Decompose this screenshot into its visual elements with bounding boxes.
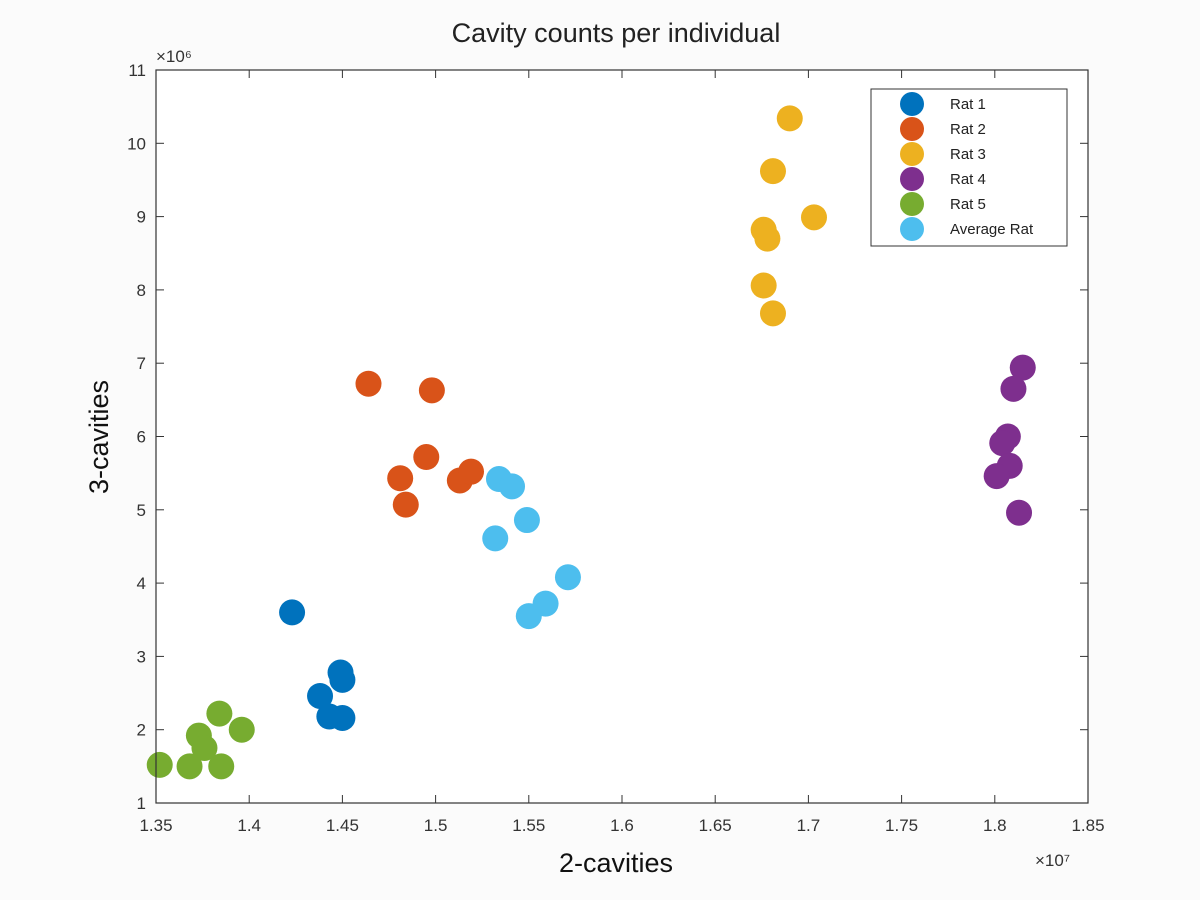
y-tick-label: 4 xyxy=(137,574,146,593)
x-tick-label: 1.4 xyxy=(237,816,261,835)
legend-item: Rat 3 xyxy=(900,142,986,166)
data-point xyxy=(307,682,334,709)
legend-label: Rat 2 xyxy=(950,121,986,138)
data-point xyxy=(499,473,526,500)
data-point xyxy=(800,204,827,231)
x-tick-label: 1.8 xyxy=(983,816,1007,835)
data-point xyxy=(146,751,173,778)
legend-marker xyxy=(900,167,924,191)
data-point xyxy=(759,158,786,185)
legend-label: Rat 4 xyxy=(950,171,986,188)
legend-label: Rat 3 xyxy=(950,146,986,163)
legend: Rat 1 Rat 2 Rat 3 Rat 4 Rat 5 Average Rat xyxy=(870,88,1068,247)
x-tick-label: 1.65 xyxy=(699,816,732,835)
y-tick-label: 2 xyxy=(137,721,146,740)
legend-item: Rat 1 xyxy=(900,92,986,116)
data-point xyxy=(1009,354,1036,381)
data-point xyxy=(983,463,1010,490)
x-tick-label: 1.35 xyxy=(139,816,172,835)
data-point xyxy=(355,370,382,397)
y-axis: 1 2 3 4 5 6 7 8 9 10 11 xyxy=(127,61,1088,813)
y-tick-label: 7 xyxy=(137,354,146,373)
data-point xyxy=(208,753,235,780)
x-axis-label: 2-cavities xyxy=(559,848,673,878)
series-rat-5 xyxy=(146,700,255,780)
legend-label: Average Rat xyxy=(950,221,1034,238)
series-rat-2 xyxy=(355,370,485,518)
data-point xyxy=(754,225,781,252)
x-axis: 1.35 1.4 1.45 1.5 1.55 1.6 1.65 1.7 1.75 1.8 1.85 xyxy=(139,70,1105,835)
y-tick-label: 8 xyxy=(137,281,146,300)
data-point xyxy=(228,716,255,743)
data-point xyxy=(329,666,356,693)
x-tick-label: 1.5 xyxy=(424,816,448,835)
data-point xyxy=(206,700,233,727)
legend-label: Rat 1 xyxy=(950,96,986,113)
plot-frame xyxy=(155,69,1089,804)
x-tick-label: 1.45 xyxy=(326,816,359,835)
series-rat-3 xyxy=(750,105,827,327)
data-point xyxy=(329,704,356,731)
x-tick-label: 1.85 xyxy=(1071,816,1104,835)
data-point xyxy=(759,300,786,327)
legend-marker xyxy=(900,142,924,166)
legend-item: Rat 5 xyxy=(900,192,986,216)
x-tick-label: 1.75 xyxy=(885,816,918,835)
data-point xyxy=(392,491,419,518)
series-rat-1 xyxy=(279,599,356,731)
data-point xyxy=(1006,499,1033,526)
data-point xyxy=(989,430,1016,457)
data-point xyxy=(513,507,540,534)
y-axis-exponent: ×10⁶ xyxy=(156,47,192,66)
legend-marker xyxy=(900,217,924,241)
x-tick-label: 1.6 xyxy=(610,816,634,835)
data-point xyxy=(413,444,440,471)
x-tick-label: 1.55 xyxy=(512,816,545,835)
x-axis-exponent: ×10⁷ xyxy=(1035,851,1070,870)
series-rat-4 xyxy=(983,354,1036,526)
data-point xyxy=(776,105,803,132)
legend-box xyxy=(870,88,1068,247)
data-points xyxy=(146,105,1036,780)
legend-item: Rat 4 xyxy=(900,167,986,191)
legend-item: Average Rat xyxy=(900,217,1034,241)
data-point xyxy=(750,272,777,299)
data-point xyxy=(1000,375,1027,402)
y-tick-label: 5 xyxy=(137,501,146,520)
legend-marker xyxy=(900,92,924,116)
y-tick-label: 10 xyxy=(127,134,146,153)
chart-title: Cavity counts per individual xyxy=(452,18,781,48)
y-axis-label: 3-cavities xyxy=(84,380,114,494)
data-point xyxy=(176,753,203,780)
data-point xyxy=(482,525,509,552)
data-point xyxy=(279,599,306,626)
data-point xyxy=(554,564,581,591)
y-tick-label: 3 xyxy=(137,647,146,666)
data-point xyxy=(458,458,485,485)
x-tick-label: 1.7 xyxy=(797,816,821,835)
legend-marker xyxy=(900,192,924,216)
legend-label: Rat 5 xyxy=(950,196,986,213)
data-point xyxy=(418,377,445,404)
series-average-rat xyxy=(482,466,581,630)
y-tick-label: 9 xyxy=(137,208,146,227)
data-point xyxy=(515,603,542,630)
legend-marker xyxy=(900,117,924,141)
legend-item: Rat 2 xyxy=(900,117,986,141)
y-tick-label: 6 xyxy=(137,428,146,447)
data-point xyxy=(387,465,414,492)
data-point xyxy=(191,735,218,762)
y-tick-label: 11 xyxy=(128,61,146,80)
y-tick-label: 1 xyxy=(137,794,146,813)
